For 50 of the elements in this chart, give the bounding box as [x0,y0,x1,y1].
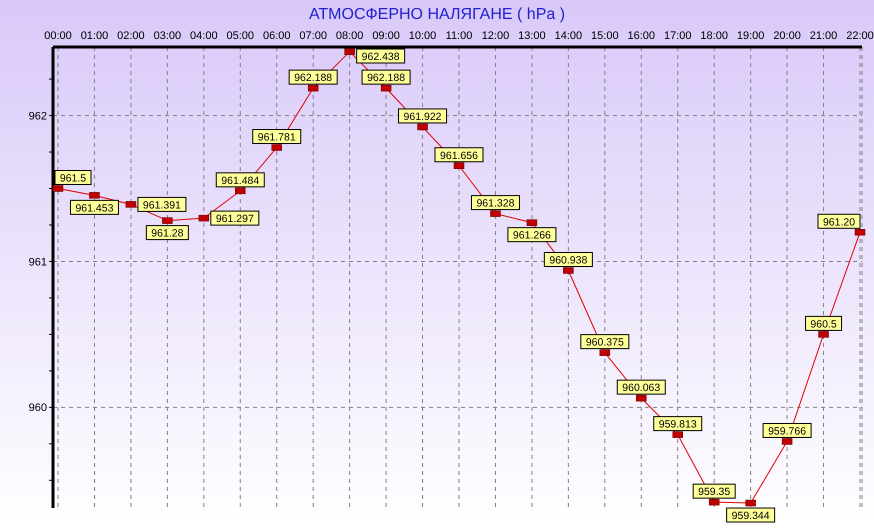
x-tick-label: 11:00 [446,30,472,42]
data-label: 961.28 [151,228,184,240]
x-tick-label: 14:00 [554,30,582,42]
data-label: 961.453 [75,202,114,214]
x-tick-label: 19:00 [736,30,764,42]
data-label: 961.922 [404,110,442,123]
x-tick-label: 16:00 [628,30,656,42]
y-tick-label: 961 [28,256,47,268]
x-tick-label: 07:00 [299,30,327,42]
x-tick-label: 05:00 [226,30,254,42]
data-label: 960.063 [622,382,660,394]
data-label: 961.297 [216,213,254,226]
y-tick-label: 960 [28,402,47,414]
data-label: 959.766 [768,425,806,438]
x-tick-label: 08:00 [336,30,364,42]
x-tick-label: 09:00 [372,30,400,42]
x-tick-label: 06:00 [262,30,290,42]
data-label: 959.35 [698,486,730,498]
x-tick-label: 00:00 [44,30,72,42]
data-label: 961.781 [258,132,296,144]
data-label: 961.266 [512,230,552,242]
x-tick-label: 04:00 [190,30,218,42]
y-tick-label: 962 [28,110,47,122]
data-label: 959.344 [732,510,770,522]
x-tick-label: 01:00 [80,30,108,42]
data-label: 961.328 [476,198,515,210]
x-tick-label: 10:00 [408,30,436,42]
x-tick-label: 20:00 [773,30,801,42]
data-label: 960.938 [549,254,588,266]
x-tick-label: 18:00 [700,30,728,42]
data-label: 959.813 [658,418,697,431]
data-label: 961.20 [822,216,856,228]
data-label: 961.5 [60,172,86,185]
data-label: 961.391 [142,199,182,212]
data-label: 960.375 [586,336,624,349]
x-tick-label: 03:00 [154,30,182,42]
data-label: 962.438 [362,51,400,63]
x-tick-label: 15:00 [591,30,619,42]
x-tick-label: 17:00 [664,30,692,42]
x-tick-label: 22:00 [846,30,874,42]
data-label: 960.5 [810,318,837,330]
data-label: 962.188 [367,72,406,84]
data-label: 961.484 [221,174,260,187]
data-label: 962.188 [294,72,332,84]
x-tick-label: 02:00 [117,30,145,42]
x-tick-label: 12:00 [482,30,510,42]
data-label: 961.656 [440,150,478,162]
x-tick-label: 21:00 [810,30,838,42]
chart-title: АТМОСФЕРНО НАЛЯГАНЕ ( hPa ) [308,6,566,24]
x-tick-label: 13:00 [518,30,546,42]
